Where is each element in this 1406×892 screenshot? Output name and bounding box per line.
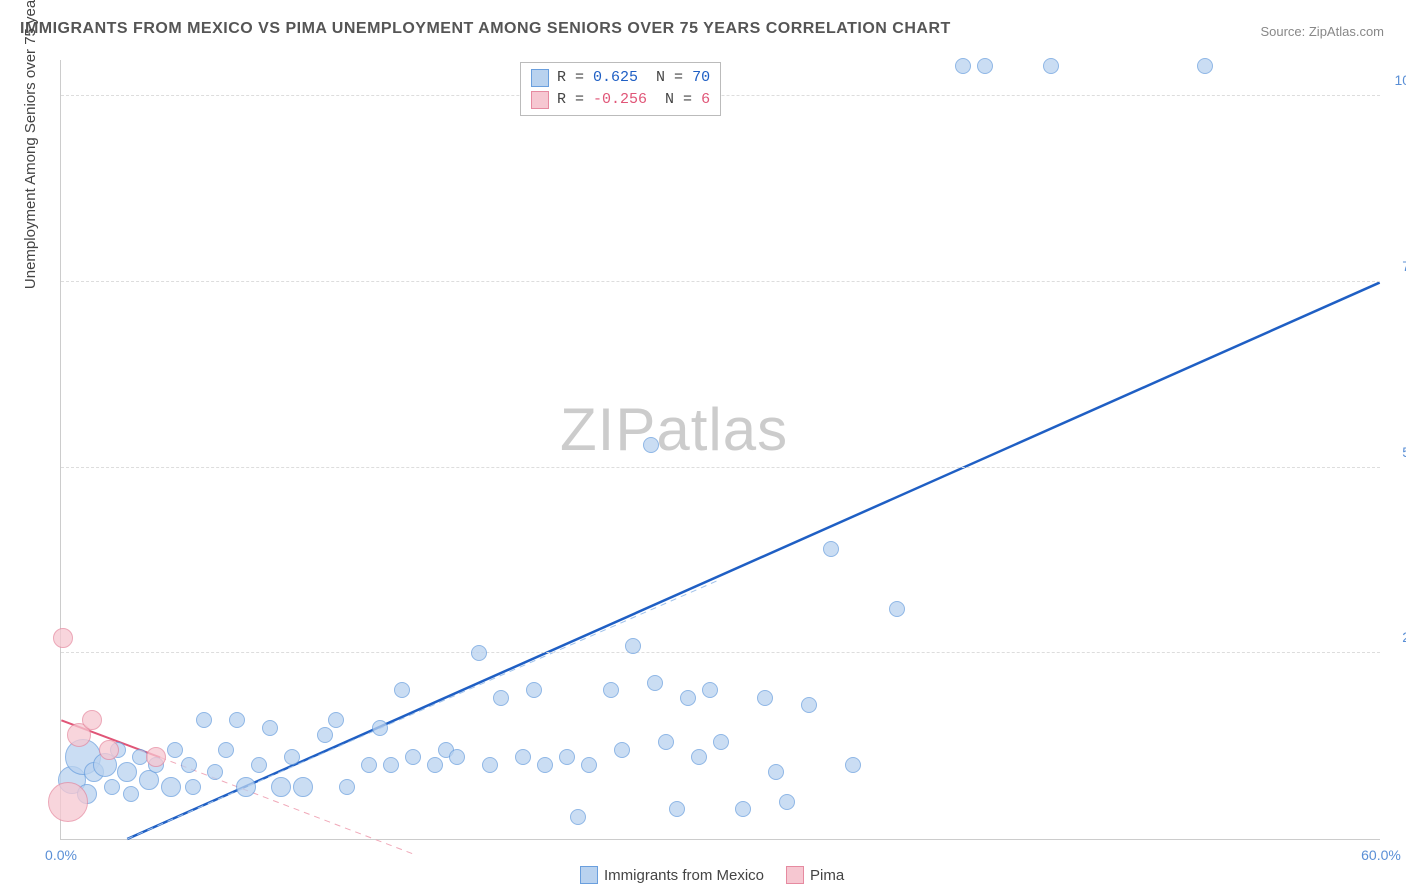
mexico-swatch-icon — [531, 69, 549, 87]
y-tick-label: 75.0% — [1402, 258, 1406, 274]
y-tick-label: 25.0% — [1402, 629, 1406, 645]
mexico-point — [117, 762, 137, 782]
legend-stats-text: R = -0.256 N = 6 — [557, 89, 710, 111]
pima-trendline — [160, 757, 413, 853]
gridline — [61, 281, 1380, 282]
pima-swatch-icon — [786, 866, 804, 884]
mexico-point — [471, 645, 487, 661]
mexico-point — [625, 638, 641, 654]
mexico-point — [713, 734, 729, 750]
mexico-point — [427, 757, 443, 773]
mexico-point — [123, 786, 139, 802]
trend-lines-layer — [61, 60, 1380, 839]
legend-stats-row-mexico: R = 0.625 N = 70 — [531, 67, 710, 89]
legend-item-mexico: Immigrants from Mexico — [580, 866, 764, 884]
mexico-point — [161, 777, 181, 797]
mexico-point — [493, 690, 509, 706]
mexico-point — [768, 764, 784, 780]
pima-point — [146, 747, 166, 767]
mexico-point — [614, 742, 630, 758]
mexico-point — [218, 742, 234, 758]
mexico-point — [735, 801, 751, 817]
mexico-point — [955, 58, 971, 74]
pima-point — [53, 628, 73, 648]
mexico-point — [559, 749, 575, 765]
legend-stats-box: R = 0.625 N = 70R = -0.256 N = 6 — [520, 62, 721, 116]
legend-stats-row-pima: R = -0.256 N = 6 — [531, 89, 710, 111]
mexico-point — [262, 720, 278, 736]
pima-point — [48, 782, 88, 822]
mexico-point — [889, 601, 905, 617]
mexico-trendline — [127, 579, 720, 839]
legend-stats-text: R = 0.625 N = 70 — [557, 67, 710, 89]
mexico-point — [167, 742, 183, 758]
mexico-point — [196, 712, 212, 728]
mexico-point — [394, 682, 410, 698]
mexico-point — [680, 690, 696, 706]
legend-bottom: Immigrants from Mexico Pima — [580, 866, 844, 884]
mexico-point — [372, 720, 388, 736]
mexico-point — [658, 734, 674, 750]
mexico-point — [229, 712, 245, 728]
mexico-point — [207, 764, 223, 780]
mexico-point — [482, 757, 498, 773]
source-label: Source: ZipAtlas.com — [1260, 24, 1384, 39]
mexico-point — [515, 749, 531, 765]
mexico-point — [581, 757, 597, 773]
mexico-point — [702, 682, 718, 698]
mexico-point — [691, 749, 707, 765]
x-tick-label: 0.0% — [45, 847, 77, 863]
gridline — [61, 467, 1380, 468]
mexico-point — [570, 809, 586, 825]
mexico-point — [317, 727, 333, 743]
mexico-point — [537, 757, 553, 773]
x-tick-label: 60.0% — [1361, 847, 1401, 863]
legend-label: Immigrants from Mexico — [604, 867, 764, 884]
mexico-point — [449, 749, 465, 765]
y-axis-label: Unemployment Among Seniors over 75 years — [22, 0, 39, 289]
mexico-point — [104, 779, 120, 795]
mexico-point — [823, 541, 839, 557]
mexico-point — [669, 801, 685, 817]
mexico-point — [1043, 58, 1059, 74]
mexico-point — [383, 757, 399, 773]
mexico-point — [284, 749, 300, 765]
pima-point — [99, 740, 119, 760]
mexico-point — [271, 777, 291, 797]
mexico-point — [181, 757, 197, 773]
mexico-point — [603, 682, 619, 698]
mexico-point — [339, 779, 355, 795]
mexico-point — [328, 712, 344, 728]
mexico-point — [801, 697, 817, 713]
mexico-point — [526, 682, 542, 698]
mexico-point — [251, 757, 267, 773]
pima-swatch-icon — [531, 91, 549, 109]
pima-point — [82, 710, 102, 730]
mexico-point — [757, 690, 773, 706]
mexico-point — [293, 777, 313, 797]
legend-item-pima: Pima — [786, 866, 844, 884]
mexico-trendline — [127, 283, 1379, 839]
mexico-point — [361, 757, 377, 773]
gridline — [61, 652, 1380, 653]
chart-title: IMMIGRANTS FROM MEXICO VS PIMA UNEMPLOYM… — [20, 20, 951, 38]
mexico-point — [405, 749, 421, 765]
mexico-point — [779, 794, 795, 810]
chart-plot-area: 25.0%50.0%75.0%100.0%0.0%60.0% — [60, 60, 1380, 840]
mexico-point — [643, 437, 659, 453]
legend-label: Pima — [810, 867, 844, 884]
mexico-swatch-icon — [580, 866, 598, 884]
mexico-point — [845, 757, 861, 773]
y-tick-label: 50.0% — [1402, 444, 1406, 460]
mexico-point — [185, 779, 201, 795]
mexico-point — [647, 675, 663, 691]
y-tick-label: 100.0% — [1395, 72, 1406, 88]
mexico-point — [1197, 58, 1213, 74]
mexico-point — [236, 777, 256, 797]
mexico-point — [977, 58, 993, 74]
